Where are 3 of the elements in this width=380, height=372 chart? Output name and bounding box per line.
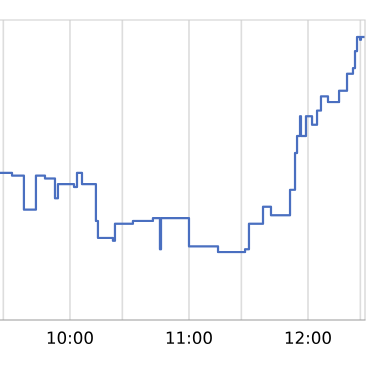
x-tick-label: 12:00 <box>286 331 331 344</box>
x-tick-label: 11:00 <box>166 331 212 344</box>
x-tick-label: 10:00 <box>48 331 93 344</box>
